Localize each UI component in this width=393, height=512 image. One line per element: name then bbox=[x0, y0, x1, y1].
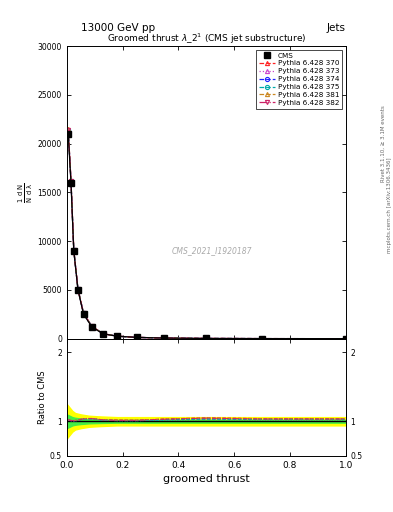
Text: Rivet 3.1.10, ≥ 3.1M events: Rivet 3.1.10, ≥ 3.1M events bbox=[381, 105, 386, 182]
Text: 13000 GeV pp: 13000 GeV pp bbox=[81, 23, 155, 33]
Y-axis label: $\mathrm{\frac{1}{N}\,\frac{d\,N}{d\,\lambda}}$: $\mathrm{\frac{1}{N}\,\frac{d\,N}{d\,\la… bbox=[17, 182, 35, 203]
Text: mcplots.cern.ch [arXiv:1306.3436]: mcplots.cern.ch [arXiv:1306.3436] bbox=[387, 157, 391, 252]
Legend: CMS, Pythia 6.428 370, Pythia 6.428 373, Pythia 6.428 374, Pythia 6.428 375, Pyt: CMS, Pythia 6.428 370, Pythia 6.428 373,… bbox=[256, 50, 342, 109]
Title: Groomed thrust $\lambda\_2^1$ (CMS jet substructure): Groomed thrust $\lambda\_2^1$ (CMS jet s… bbox=[107, 32, 306, 46]
Text: CMS_2021_I1920187: CMS_2021_I1920187 bbox=[172, 246, 252, 255]
X-axis label: groomed thrust: groomed thrust bbox=[163, 474, 250, 484]
Y-axis label: Ratio to CMS: Ratio to CMS bbox=[38, 370, 47, 424]
Text: Jets: Jets bbox=[327, 23, 346, 33]
